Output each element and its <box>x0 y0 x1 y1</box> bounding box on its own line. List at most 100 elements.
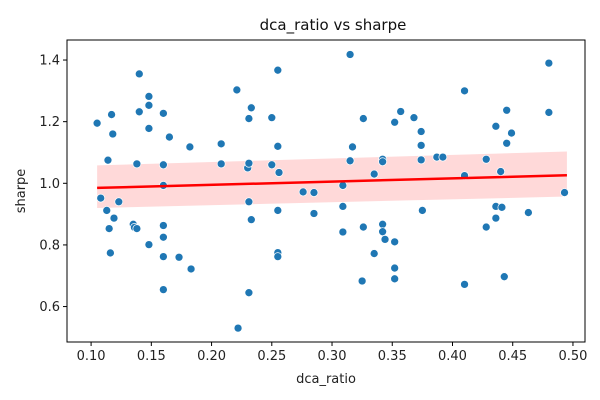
scatter-point <box>273 252 283 261</box>
scatter-point <box>338 181 348 190</box>
scatter-point <box>502 138 512 148</box>
scatter-point <box>159 285 168 294</box>
scatter-point <box>378 219 387 229</box>
scatter-point <box>114 197 124 207</box>
scatter-point <box>338 227 348 237</box>
x-tick-label: 0.40 <box>438 349 467 364</box>
scatter-point <box>481 154 491 164</box>
x-tick-label: 0.20 <box>197 349 226 364</box>
x-tick-label: 0.45 <box>498 349 527 364</box>
scatter-point <box>369 249 379 258</box>
scatter-point <box>524 208 533 217</box>
scatter-point <box>216 159 226 169</box>
scatter-point <box>380 235 390 244</box>
scatter-point <box>159 108 168 118</box>
scatter-point <box>358 114 368 123</box>
scatter-point <box>390 237 400 247</box>
scatter-point <box>460 86 469 96</box>
chart-title: dca_ratio vs sharpe <box>260 16 407 35</box>
scatter-point <box>345 50 355 59</box>
scatter-point <box>345 156 355 166</box>
plot-border <box>66 39 586 343</box>
scatter-point <box>186 264 196 274</box>
scatter-point <box>298 187 308 197</box>
scatter-point <box>144 124 154 133</box>
x-tick-label: 0.10 <box>77 349 106 364</box>
scatter-point <box>544 58 554 68</box>
scatter-point <box>481 222 491 232</box>
x-tick-label: 0.30 <box>318 349 347 364</box>
points-layer <box>92 50 569 333</box>
scatter-point <box>378 227 387 237</box>
scatter-point <box>144 240 154 249</box>
scatter-point <box>273 65 283 75</box>
scatter-point <box>338 202 348 211</box>
regression-line <box>97 174 567 190</box>
y-tick-label: 1.4 <box>39 54 60 69</box>
scatter-point <box>244 288 254 298</box>
scatter-point <box>267 160 277 170</box>
x-tick-label: 0.50 <box>558 349 587 364</box>
regression-line-layer <box>97 174 567 190</box>
x-tick-label: 0.35 <box>378 349 407 364</box>
scatter-point <box>309 188 319 197</box>
scatter-point <box>134 107 144 117</box>
scatter-point <box>460 280 469 289</box>
scatter-point <box>132 224 142 233</box>
scatter-point <box>390 274 400 284</box>
scatter-point <box>233 323 243 333</box>
scatter-point <box>267 113 277 123</box>
y-axis-ticks: 0.6 0.8 1.0 1.2 1.4 <box>39 54 67 315</box>
scatter-point <box>103 155 113 165</box>
scatter-point <box>159 160 168 170</box>
confidence-band <box>97 151 567 208</box>
scatter-point <box>246 215 256 225</box>
scatter-point <box>246 103 256 113</box>
scatter-point <box>109 213 119 223</box>
scatter-point <box>497 202 507 212</box>
scatter-point <box>396 107 406 116</box>
scatter-point <box>409 113 419 123</box>
x-axis-ticks: 0.10 0.15 0.20 0.25 0.30 0.35 0.40 0.45 0.50 <box>77 342 587 364</box>
scatter-point <box>174 252 184 262</box>
scatter-point <box>104 224 114 233</box>
scatter-point <box>491 121 501 131</box>
scatter-point <box>348 142 357 152</box>
scatter-point <box>560 188 569 197</box>
scatter-point <box>491 213 501 223</box>
scatter-point <box>416 127 426 136</box>
scatter-point <box>244 197 254 207</box>
scatter-point <box>107 110 116 119</box>
y-axis-title: sharpe <box>14 169 29 214</box>
scatter-point <box>244 158 254 168</box>
scatter-point <box>390 263 400 273</box>
y-tick-label: 1.2 <box>39 115 60 130</box>
scatter-point <box>102 206 112 215</box>
confidence-band-layer <box>97 151 567 208</box>
x-axis-title: dca_ratio <box>296 372 356 387</box>
scatter-point <box>358 222 368 232</box>
scatter-point <box>132 159 142 169</box>
scatter-point <box>159 221 168 230</box>
scatter-point <box>185 142 195 152</box>
y-tick-label: 0.8 <box>39 238 60 253</box>
scatter-point <box>165 132 174 142</box>
scatter-point <box>273 141 283 151</box>
scatter-point <box>144 92 154 101</box>
x-tick-label: 0.25 <box>257 349 286 364</box>
scatter-point <box>144 100 154 110</box>
scatter-point <box>244 114 254 123</box>
scatter-point <box>159 252 168 261</box>
scatter-point <box>378 157 387 167</box>
scatter-point <box>390 117 400 127</box>
x-tick-label: 0.15 <box>137 349 166 364</box>
scatter-point <box>438 152 448 162</box>
scatter-point <box>499 272 509 282</box>
scatter-point <box>507 128 516 138</box>
scatter-point <box>502 105 512 115</box>
scatter-point <box>106 248 115 258</box>
scatter-point <box>134 69 144 79</box>
scatter-point <box>357 276 367 286</box>
scatter-point <box>108 129 118 139</box>
scatter-point <box>418 206 427 215</box>
